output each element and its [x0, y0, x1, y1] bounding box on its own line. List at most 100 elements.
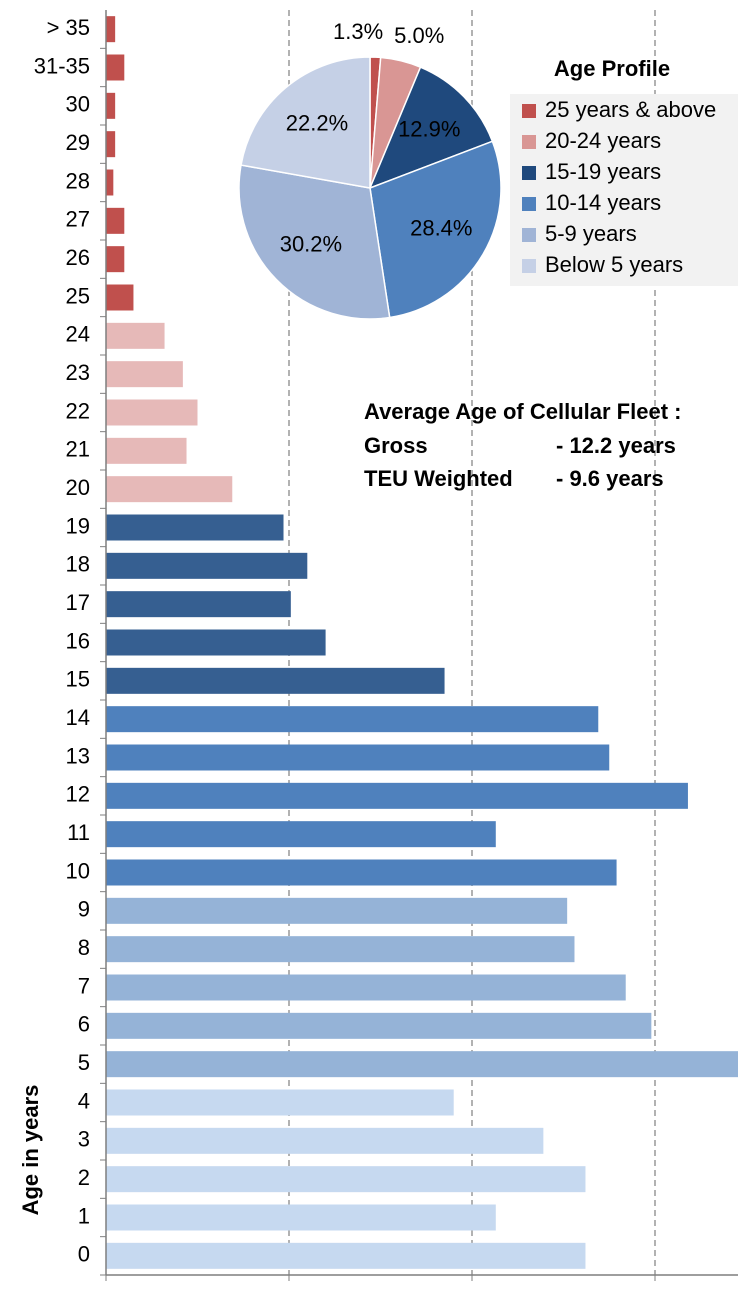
y-tick-label: 13 [66, 743, 90, 768]
y-tick-label: 7 [78, 973, 90, 998]
y-tick-label: 30 [66, 92, 90, 117]
y-tick-label: 23 [66, 360, 90, 385]
y-tick-label: 4 [78, 1088, 90, 1113]
pie-slice [240, 56, 371, 189]
y-tick-label: 5 [78, 1050, 90, 1075]
annotation-label: TEU Weighted [364, 466, 513, 491]
bar [106, 54, 125, 81]
bar [106, 859, 617, 886]
legend-label: 25 years & above [545, 97, 716, 122]
legend-box [510, 94, 738, 286]
bar [106, 437, 187, 464]
y-tick-label: 6 [78, 1012, 90, 1037]
y-tick-label: 15 [66, 667, 90, 692]
pie-label: 12.9% [398, 116, 460, 141]
legend-swatch [522, 166, 536, 180]
y-tick-label: 8 [78, 935, 90, 960]
legend-label: 15-19 years [545, 159, 661, 184]
y-tick-label: 26 [66, 245, 90, 270]
pie-label: 1.3% [333, 19, 383, 44]
y-tick-label: 2 [78, 1165, 90, 1190]
y-tick-label: 22 [66, 398, 90, 423]
bar [106, 131, 116, 158]
bar [106, 591, 291, 618]
y-tick-label: 19 [66, 513, 90, 538]
bar [106, 782, 688, 809]
bar [106, 169, 114, 196]
y-tick-label: 1 [78, 1203, 90, 1228]
bar [106, 284, 134, 311]
bar [106, 16, 116, 43]
bar [106, 552, 308, 579]
legend-label: 20-24 years [545, 128, 661, 153]
y-axis-label: Age in years [18, 1085, 43, 1216]
bar [106, 399, 198, 426]
y-tick-label: 16 [66, 628, 90, 653]
bar [106, 821, 496, 848]
bar [106, 1166, 586, 1193]
legend-label: Below 5 years [545, 252, 683, 277]
legend-title: Age Profile [554, 56, 670, 81]
bar [106, 361, 183, 388]
y-tick-label: 28 [66, 168, 90, 193]
legend-swatch [522, 135, 536, 149]
annotation-value: - 9.6 years [556, 466, 664, 491]
bar [106, 1051, 738, 1078]
bar [106, 1127, 544, 1154]
y-tick-label: 21 [66, 437, 90, 462]
pie-slice [238, 164, 391, 320]
x-tick-label: 1.00 [451, 1297, 494, 1298]
y-tick-label: 9 [78, 897, 90, 922]
legend-swatch [522, 197, 536, 211]
y-tick-label: 25 [66, 283, 90, 308]
legend-label: 10-14 years [545, 190, 661, 215]
bar [106, 92, 116, 119]
pie-slice [368, 66, 494, 190]
bar [106, 1012, 652, 1039]
annotation-value: - 12.2 years [556, 433, 676, 458]
x-tick-label: 0.50 [268, 1297, 311, 1298]
legend-swatch [522, 228, 536, 242]
pie-label: 30.2% [280, 231, 342, 256]
bar [106, 936, 575, 963]
pie-label: 28.4% [410, 215, 472, 240]
y-tick-label: 17 [66, 590, 90, 615]
bar [106, 897, 568, 924]
y-tick-label: 0 [78, 1242, 90, 1267]
bar [106, 629, 326, 656]
pie-slice [369, 140, 502, 319]
y-tick-label: 3 [78, 1127, 90, 1152]
pie-label: 22.2% [286, 111, 348, 136]
bar [106, 476, 233, 503]
bar [106, 514, 284, 541]
y-tick-label: 31-35 [34, 53, 90, 78]
x-tick-label: 1.50 [634, 1297, 677, 1298]
y-tick-label: 12 [66, 782, 90, 807]
bar [106, 706, 599, 733]
y-tick-label: 14 [66, 705, 90, 730]
legend-swatch [522, 259, 536, 273]
x-tick-label: 0.00 [85, 1297, 128, 1298]
y-tick-label: 11 [67, 820, 90, 845]
y-tick-label: > 35 [47, 15, 90, 40]
bar [106, 322, 165, 349]
annotation-title: Average Age of Cellular Fleet : [364, 399, 681, 424]
legend-label: 5-9 years [545, 221, 637, 246]
bar [106, 207, 125, 234]
legend-swatch [522, 104, 536, 118]
bar [106, 246, 125, 273]
bar [106, 1204, 496, 1231]
pie-label: 5.0% [394, 23, 444, 48]
y-tick-label: 24 [66, 322, 90, 347]
annotation-label: Gross [364, 433, 428, 458]
bar [106, 667, 445, 694]
bar [106, 744, 610, 771]
y-tick-label: 29 [66, 130, 90, 155]
bar [106, 1242, 586, 1269]
bar [106, 974, 626, 1001]
y-tick-label: 10 [66, 858, 90, 883]
bar [106, 1089, 454, 1116]
y-tick-label: 20 [66, 475, 90, 500]
y-tick-label: 18 [66, 552, 90, 577]
